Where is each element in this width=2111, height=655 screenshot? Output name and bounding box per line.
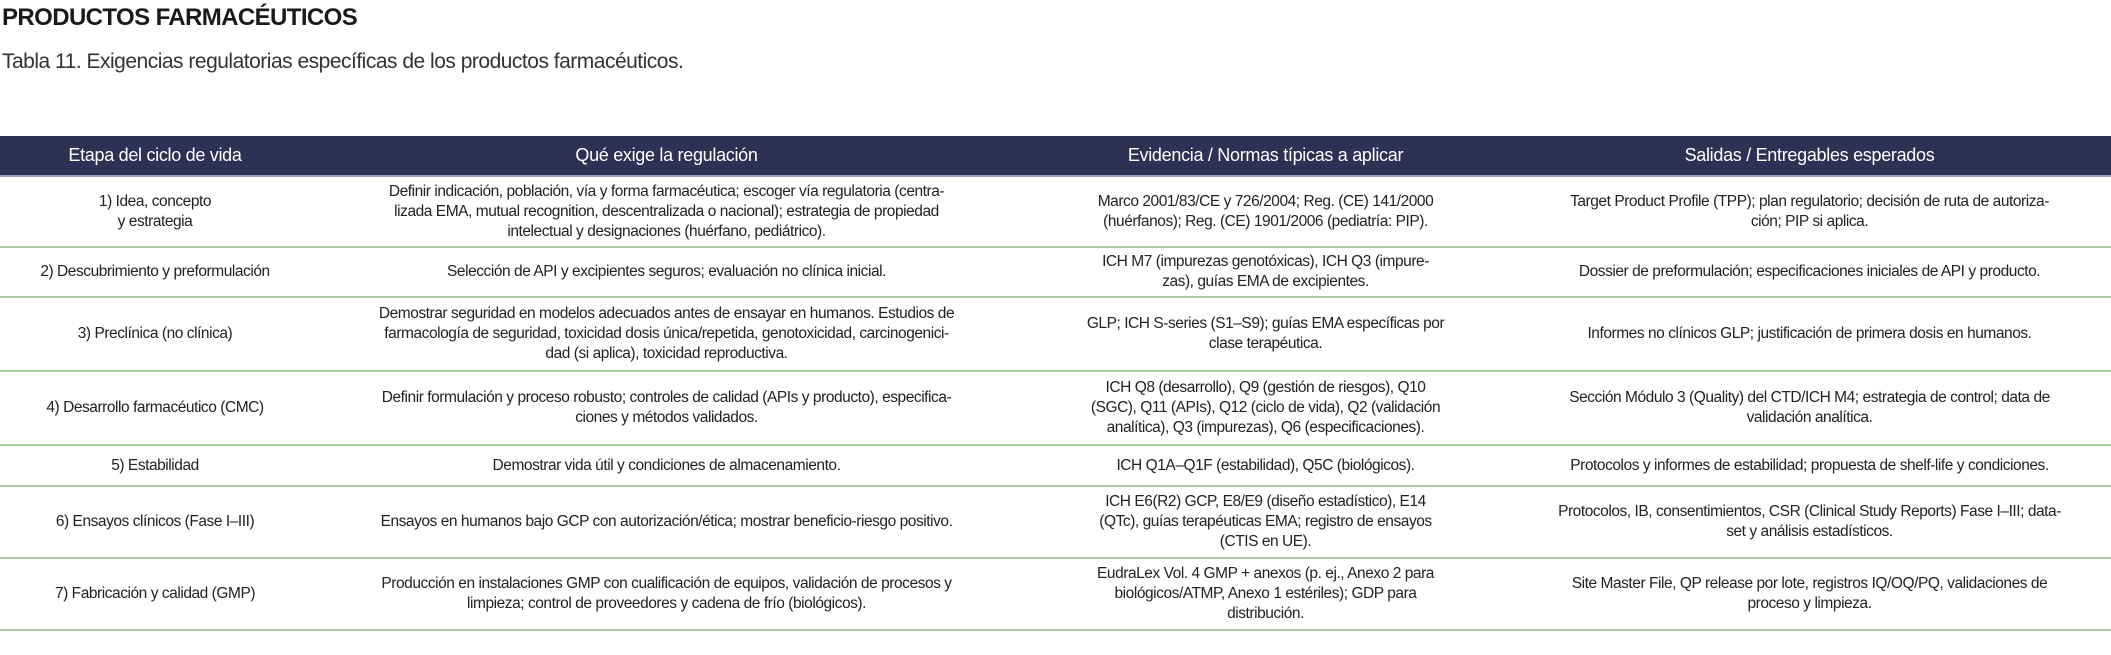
evidence-cell: GLP; ICH S-series (S1–S9); guías EMA esp… [1023, 297, 1508, 372]
outputs-cell: Target Product Profile (TPP); plan regul… [1508, 176, 2111, 248]
outputs-cell: Site Master File, QP release por lote, r… [1508, 558, 2111, 631]
outputs-cell: Informes no clínicos GLP; justificación … [1508, 297, 2111, 372]
column-header-stage: Etapa del ciclo de vida [0, 136, 310, 176]
requirements-cell: Definir indicación, población, vía y for… [310, 176, 1023, 248]
stage-cell: 5) Estabilidad [0, 445, 310, 487]
stage-cell: 4) Desarrollo farmacéutico (CMC) [0, 371, 310, 446]
table-row: 6) Ensayos clínicos (Fase I–III) Ensayos … [0, 486, 2111, 559]
requirements-cell: Selección de API y excipientes seguros; … [310, 247, 1023, 298]
column-header-requirements: Qué exige la regulación [310, 136, 1023, 176]
table-caption: Tabla 11. Exigencias regulatorias especí… [2, 50, 684, 73]
stage-cell: 2) Descubrimiento y preformulación [0, 247, 310, 298]
evidence-cell: Marco 2001/83/CE y 726/2004; Reg. (CE) 1… [1023, 176, 1508, 248]
evidence-cell: ICH Q1A–Q1F (estabilidad), Q5C (biológic… [1023, 445, 1508, 487]
stage-cell: 1) Idea, concepto y estrategia [0, 176, 310, 248]
outputs-cell: Dossier de preformulación; especificacio… [1508, 247, 2111, 298]
regulatory-requirements-table: Etapa del ciclo de vida Qué exige la reg… [0, 136, 2111, 631]
evidence-cell: ICH M7 (impurezas genotóxicas), ICH Q3 (… [1023, 247, 1508, 298]
section-title: PRODUCTOS FARMACÉUTICOS [2, 4, 358, 31]
table-header-row: Etapa del ciclo de vida Qué exige la reg… [0, 136, 2111, 176]
evidence-cell: EudraLex Vol. 4 GMP + anexos (p. ej., An… [1023, 558, 1508, 631]
outputs-cell: Protocolos y informes de estabilidad; pr… [1508, 445, 2111, 487]
table-row: 1) Idea, concepto y estrategia Definir in… [0, 176, 2111, 248]
table-row: 2) Descubrimiento y preformulación Selecc… [0, 247, 2111, 298]
requirements-cell: Producción en instalaciones GMP con cual… [310, 558, 1023, 631]
requirements-cell: Demostrar seguridad en modelos adecuados… [310, 297, 1023, 372]
column-header-evidence: Evidencia / Normas típicas a aplicar [1023, 136, 1508, 176]
requirements-cell: Ensayos en humanos bajo GCP con autoriza… [310, 486, 1023, 559]
outputs-cell: Sección Módulo 3 (Quality) del CTD/ICH M… [1508, 371, 2111, 446]
stage-cell: 6) Ensayos clínicos (Fase I–III) [0, 486, 310, 559]
evidence-cell: ICH E6(R2) GCP, E8/E9 (diseño estadístic… [1023, 486, 1508, 559]
table-row: 3) Preclínica (no clínica) Demostrar segu… [0, 297, 2111, 372]
requirements-cell: Definir formulación y proceso robusto; c… [310, 371, 1023, 446]
table-row: 5) Estabilidad Demostrar vida útil y cond… [0, 445, 2111, 487]
outputs-cell: Protocolos, IB, consentimientos, CSR (Cl… [1508, 486, 2111, 559]
stage-cell: 3) Preclínica (no clínica) [0, 297, 310, 372]
table-row: 4) Desarrollo farmacéutico (CMC) Definir … [0, 371, 2111, 446]
requirements-cell: Demostrar vida útil y condiciones de alm… [310, 445, 1023, 487]
column-header-outputs: Salidas / Entregables esperados [1508, 136, 2111, 176]
table-row: 7) Fabricación y calidad (GMP) Producción… [0, 558, 2111, 631]
stage-cell: 7) Fabricación y calidad (GMP) [0, 558, 310, 631]
evidence-cell: ICH Q8 (desarrollo), Q9 (gestión de ries… [1023, 371, 1508, 446]
